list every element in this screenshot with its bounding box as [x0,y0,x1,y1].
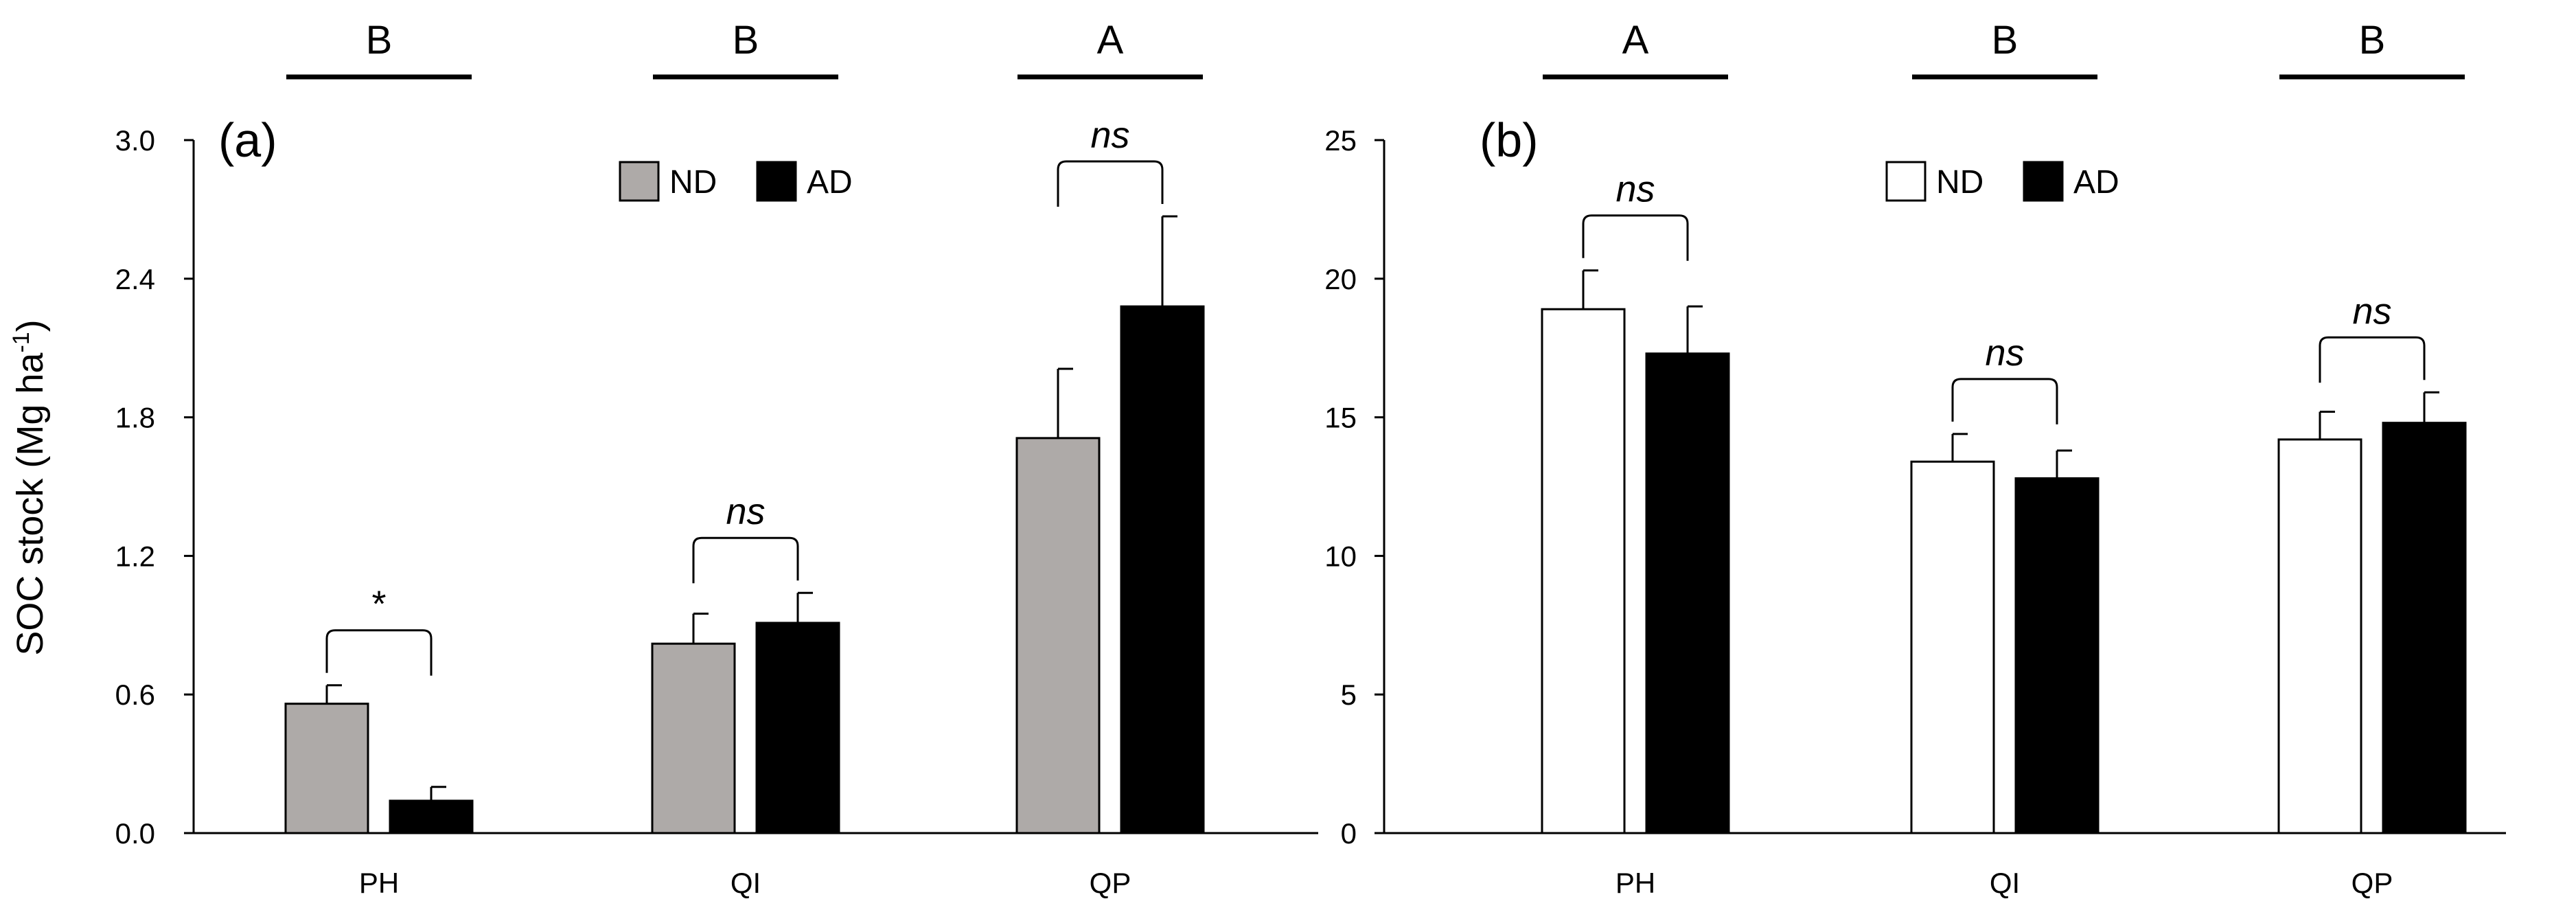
significance-bracket [692,536,799,584]
bar-nd-ph [1541,308,1626,834]
group-letter: B [733,18,759,62]
bar-nd-qp [2277,438,2362,834]
significance-label: * [371,584,386,625]
group-letter: B [2359,18,2386,62]
bar-nd-qi [651,642,736,834]
significance-bracket [2319,336,2426,383]
significance-bracket [1582,214,1689,261]
y-tick-label: 15 [1324,402,1357,434]
y-axis-label-end: ) [10,319,51,332]
significance-label: ns [726,491,765,532]
significance-bracket [325,629,433,676]
y-axis-label-superscript: -1 [8,332,34,352]
y-tick-label: 0 [1341,817,1357,850]
panel-label: (b) [1480,113,1539,167]
legend-label-nd: ND [669,164,717,201]
bar-ad-qp [2382,422,2467,834]
bar-ad-qi [755,622,840,834]
panel-label: (a) [218,113,277,167]
x-tick-label-qp: QP [1090,867,1131,899]
y-tick-label: 0.6 [115,679,155,711]
x-tick-label-qi: QI [1990,867,2020,899]
bar-ad-qp [1120,305,1205,834]
legend-label-ad: AD [2073,164,2119,201]
legend-swatch-ad [756,161,797,202]
significance-label: ns [2352,291,2391,332]
x-tick-label-qi: QI [731,867,761,899]
y-tick-label: 10 [1324,540,1357,572]
y-tick-label: 2.4 [115,263,155,295]
legend-label-nd: ND [1936,164,1983,201]
bar-nd-qi [1910,460,1995,834]
legend-swatch-nd [619,161,660,202]
group-letter: B [1992,18,2019,62]
y-tick-label: 20 [1324,263,1357,295]
x-tick-label-ph: PH [359,867,399,899]
y-axis-label-main: SOC stock (Mg ha [10,352,51,656]
x-tick-label-qp: QP [2351,867,2393,899]
significance-label: ns [1090,115,1129,156]
legend-label-ad: AD [807,164,853,201]
y-axis-label: SOC stock (Mg ha-1) [8,319,51,655]
y-tick-label: 3.0 [115,124,155,157]
group-letter: A [1097,18,1124,62]
x-tick-label-ph: PH [1615,867,1655,899]
y-tick-label: 1.8 [115,402,155,434]
y-tick-label: 25 [1324,124,1357,157]
bar-nd-qp [1015,437,1101,834]
y-tick-label: 1.2 [115,540,155,572]
bar-ad-ph [389,799,474,834]
bar-ad-ph [1645,352,1730,834]
significance-bracket [1951,378,2058,424]
bar-ad-qi [2014,477,2100,834]
group-letter: A [1622,18,1649,62]
significance-bracket [1057,160,1164,207]
significance-label: ns [1985,332,2024,374]
group-letter: B [366,18,393,62]
bar-nd-ph [284,703,369,834]
y-tick-label: 5 [1341,679,1357,711]
legend-swatch-ad [2023,161,2064,202]
y-tick-label: 0.0 [115,817,155,850]
significance-label: ns [1615,169,1655,210]
legend-swatch-nd [1885,161,1927,202]
